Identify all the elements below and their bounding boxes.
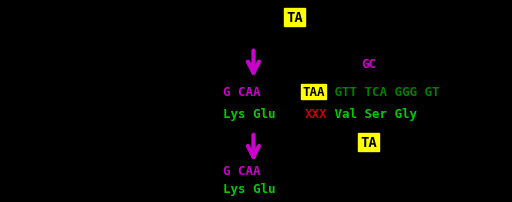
Text: GTT TCA GGG GT: GTT TCA GGG GT (327, 85, 439, 98)
Text: G CAA: G CAA (223, 85, 268, 98)
Text: Lys Glu: Lys Glu (223, 182, 275, 195)
Text: Val Ser Gly: Val Ser Gly (327, 108, 417, 121)
Text: XXX: XXX (305, 108, 328, 121)
Text: G CAA: G CAA (223, 164, 260, 177)
Text: TA: TA (360, 136, 377, 149)
Text: GC: GC (361, 58, 376, 71)
Text: Lys Glu: Lys Glu (223, 108, 283, 121)
Text: TA: TA (286, 11, 303, 25)
Text: TAA: TAA (303, 85, 325, 98)
